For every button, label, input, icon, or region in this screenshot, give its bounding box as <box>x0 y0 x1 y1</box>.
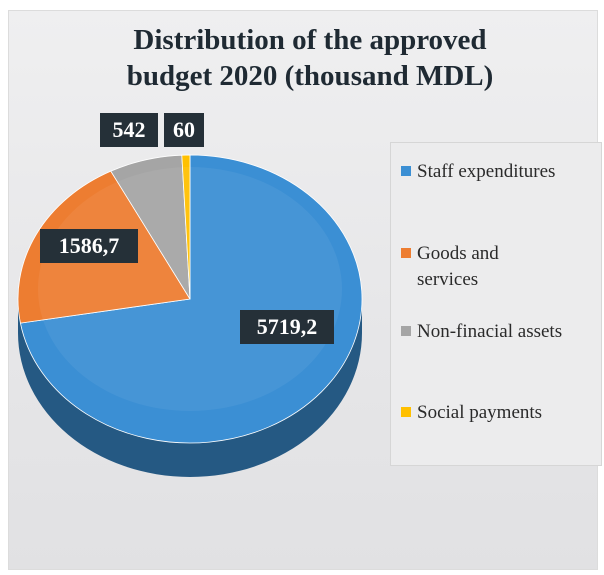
slice-social-payments <box>181 154 191 300</box>
legend-swatch-icon <box>401 407 411 417</box>
chart-title-line-1: Distribution of the approved <box>133 24 487 56</box>
legend-label-continued: services <box>417 269 479 290</box>
legend-item-goods-and-services: Goods and services <box>401 241 601 293</box>
chart-title-line-2: budget 2020 (thousand MDL) <box>126 60 494 92</box>
legend-label: Non-finacial assets <box>417 321 563 342</box>
slice-staff-expenditures <box>19 154 363 444</box>
data-label-non-financial-assets: 542 <box>100 113 158 147</box>
pie-side-wall <box>18 299 362 477</box>
data-label-social-payments: 60 <box>164 113 204 147</box>
chart-title: Distribution of the approved budget 2020… <box>0 22 604 94</box>
legend-swatch-icon <box>401 166 411 176</box>
legend-label: Staff expenditures <box>417 161 556 182</box>
pie-highlight <box>38 167 342 411</box>
legend-swatch-icon <box>401 326 411 336</box>
legend-swatch-icon <box>401 248 411 258</box>
legend-item-staff-expenditures: Staff expenditures <box>401 159 601 185</box>
data-label-goods-and-services: 1586,7 <box>40 229 138 263</box>
data-label-staff-expenditures: 5719,2 <box>240 310 334 344</box>
legend-label: Social payments <box>417 402 543 423</box>
chart-legend: Staff expenditures Goods and services No… <box>390 142 602 466</box>
legend-item-non-financial-assets: Non-finacial assets <box>401 319 601 345</box>
legend-label: Goods and <box>417 243 499 264</box>
legend-item-social-payments: Social payments <box>401 400 601 426</box>
